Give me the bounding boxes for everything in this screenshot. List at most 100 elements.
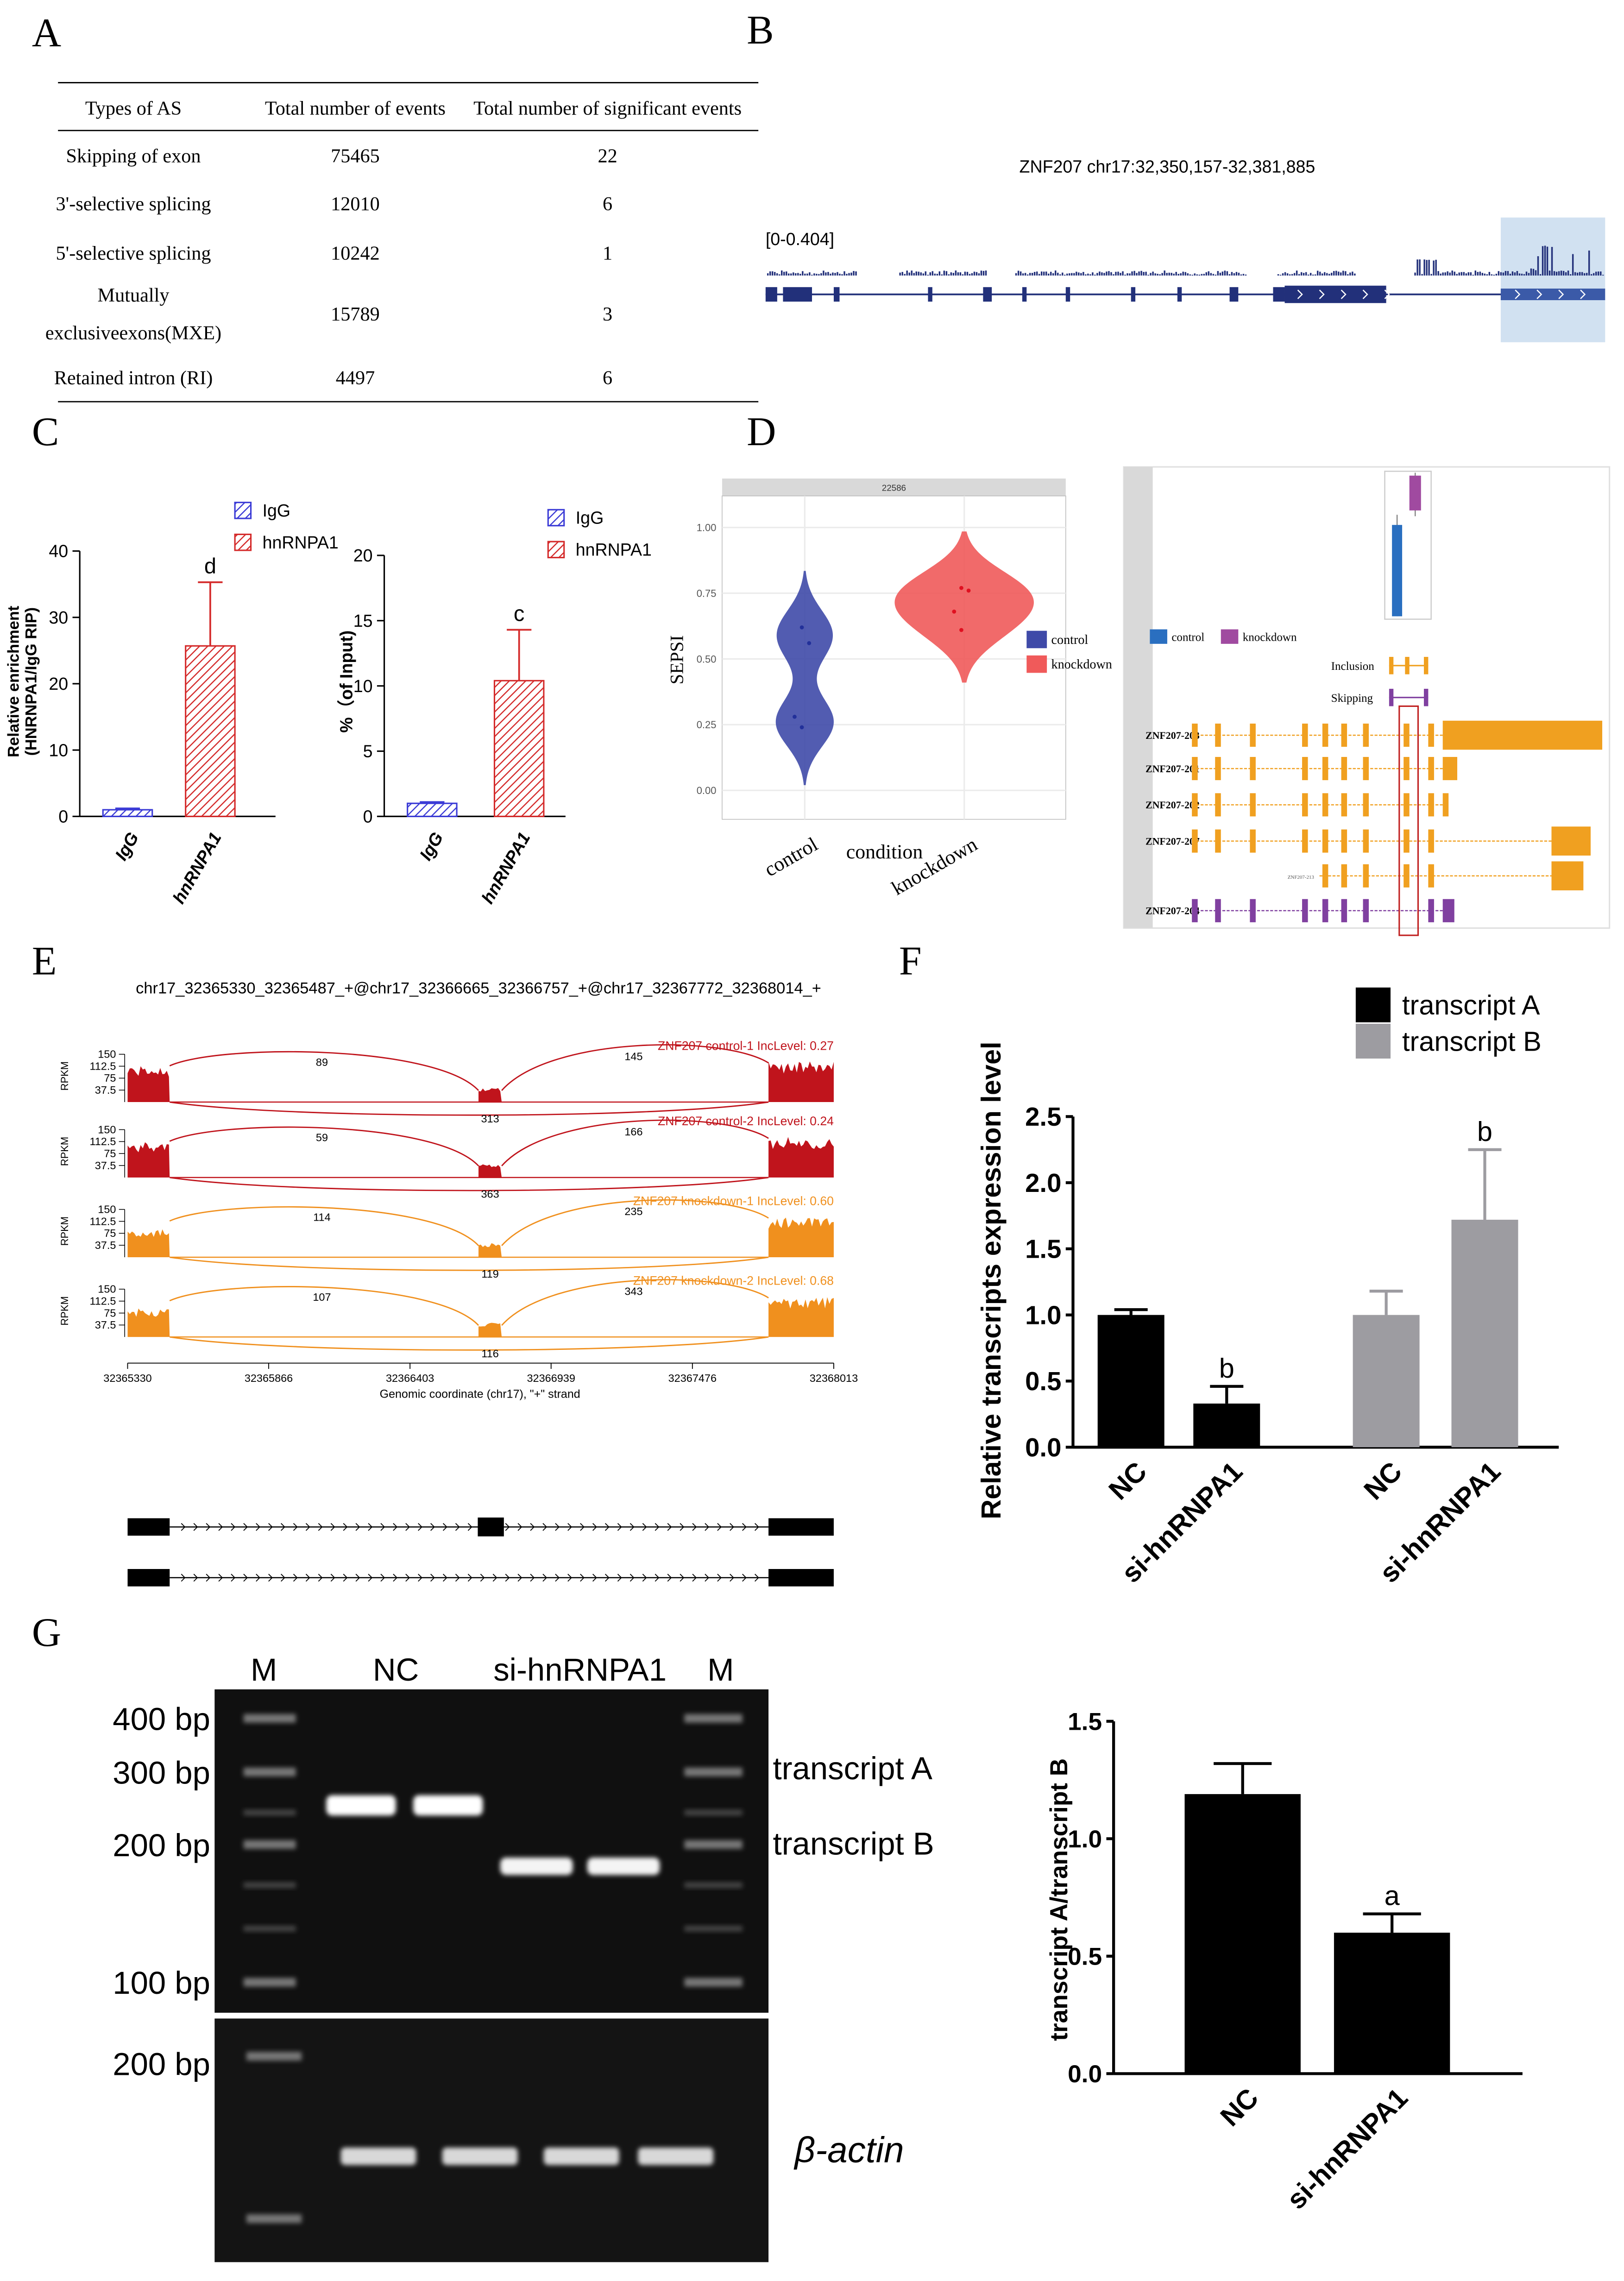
annotation: b: [1477, 1116, 1492, 1147]
transcript-exon: [1250, 757, 1256, 781]
coverage: [1598, 271, 1599, 276]
transcript-label: ZNF207-201: [1146, 763, 1200, 775]
coverage: [1428, 259, 1430, 276]
strand-arrow: [343, 1574, 348, 1582]
coverage: [127, 1308, 170, 1337]
coverage: [901, 272, 903, 276]
coverage: [1217, 271, 1219, 276]
coverage: [1147, 275, 1149, 276]
strand-arrow: [667, 1574, 672, 1582]
panel-label: G: [32, 1610, 61, 1655]
transcript-label: ZNF207-207: [1146, 835, 1200, 847]
coverage: [1201, 274, 1202, 276]
coverage: [929, 272, 931, 276]
coverage: [823, 271, 825, 276]
strand-arrow: [755, 1523, 759, 1531]
junction-count: 363: [481, 1188, 499, 1200]
bar: [185, 645, 236, 817]
coverage: [1171, 272, 1172, 276]
table-cell: exclusiveexons(MXE): [45, 322, 221, 344]
strand-arrow: [355, 1574, 360, 1582]
strand-arrow: [243, 1574, 248, 1582]
coverage: [1328, 274, 1330, 276]
coverage: [1047, 273, 1050, 276]
coverage: [1324, 272, 1326, 276]
event-exon: [1405, 657, 1410, 674]
coverage: [1101, 272, 1103, 276]
strand-arrow: [629, 1574, 635, 1582]
marker-band: [684, 1714, 743, 1723]
marker-band: [684, 1767, 743, 1777]
coverage: [1219, 272, 1221, 276]
point: [959, 586, 963, 590]
mini-panel: [1384, 471, 1432, 620]
coverage: [776, 273, 778, 276]
coverage: [768, 1297, 834, 1337]
coverage: [127, 1229, 170, 1257]
strand-arrow: [692, 1523, 697, 1531]
y-tick-label: 1.0: [1025, 1300, 1061, 1330]
junction-count: 343: [624, 1285, 642, 1297]
exon: [1273, 287, 1285, 302]
legend-label: knockdown: [1051, 657, 1112, 672]
strand-arrow: [467, 1523, 472, 1531]
transcript-exon: [1551, 861, 1584, 891]
marker-band: [243, 1978, 296, 1987]
junction-arc: [501, 1279, 769, 1326]
coverage: [1572, 254, 1574, 276]
coverage: [978, 273, 980, 276]
coverage: [1043, 271, 1045, 276]
point: [807, 641, 812, 645]
event-highlight: [1398, 705, 1419, 936]
strand-arrow: [418, 1523, 422, 1531]
coverage: [853, 271, 855, 276]
coverage: [1419, 259, 1421, 276]
coverage: [1551, 247, 1553, 276]
point: [952, 609, 957, 614]
coverage: [1456, 274, 1458, 276]
junction-count: 116: [481, 1348, 498, 1360]
y-tick-label: 0.00: [697, 785, 717, 796]
coverage: [1020, 271, 1022, 276]
y-tick-label: 112.5: [89, 1060, 116, 1072]
lane-label: NC: [373, 1652, 419, 1688]
coverage: [1036, 271, 1038, 276]
strand-arrow: [442, 1523, 447, 1531]
coverage: [1184, 272, 1186, 276]
y-tick-label: 150: [98, 1123, 116, 1135]
exon: [1229, 287, 1239, 302]
strand-arrow: [680, 1574, 685, 1582]
coverage: [1161, 273, 1163, 276]
coverage: [1173, 273, 1175, 276]
coverage: [1099, 271, 1101, 276]
transcript-exon: [1363, 829, 1369, 853]
coverage: [1426, 260, 1428, 276]
strand-arrow: [592, 1523, 597, 1531]
y-tick-label: 0.5: [1068, 1943, 1102, 1970]
coverage: [837, 272, 838, 276]
coverage: [1558, 271, 1560, 276]
y-tick-label: 112.5: [89, 1295, 116, 1307]
table-header: Total number of significant events: [473, 97, 742, 119]
coverage: [1595, 271, 1597, 276]
transcript-exon: [1302, 724, 1308, 747]
strand-arrow: [592, 1574, 597, 1582]
gel: [214, 2018, 769, 2262]
strand-arrow: [243, 1523, 248, 1531]
strand-arrow: [1319, 290, 1325, 299]
gel: [214, 1689, 769, 2013]
coverage: [1073, 273, 1075, 276]
coverage: [1226, 271, 1228, 276]
bar: [1334, 1933, 1450, 2074]
coverage: [1087, 273, 1089, 276]
coverage: [1298, 274, 1300, 276]
point: [799, 725, 804, 730]
coverage: [1289, 274, 1291, 276]
coverage: [781, 270, 783, 276]
transcript-exon: [1442, 720, 1603, 750]
junction-arc: [170, 1256, 769, 1271]
strand-arrow: [281, 1574, 285, 1582]
coverage: [922, 273, 924, 276]
coverage: [1345, 271, 1347, 276]
